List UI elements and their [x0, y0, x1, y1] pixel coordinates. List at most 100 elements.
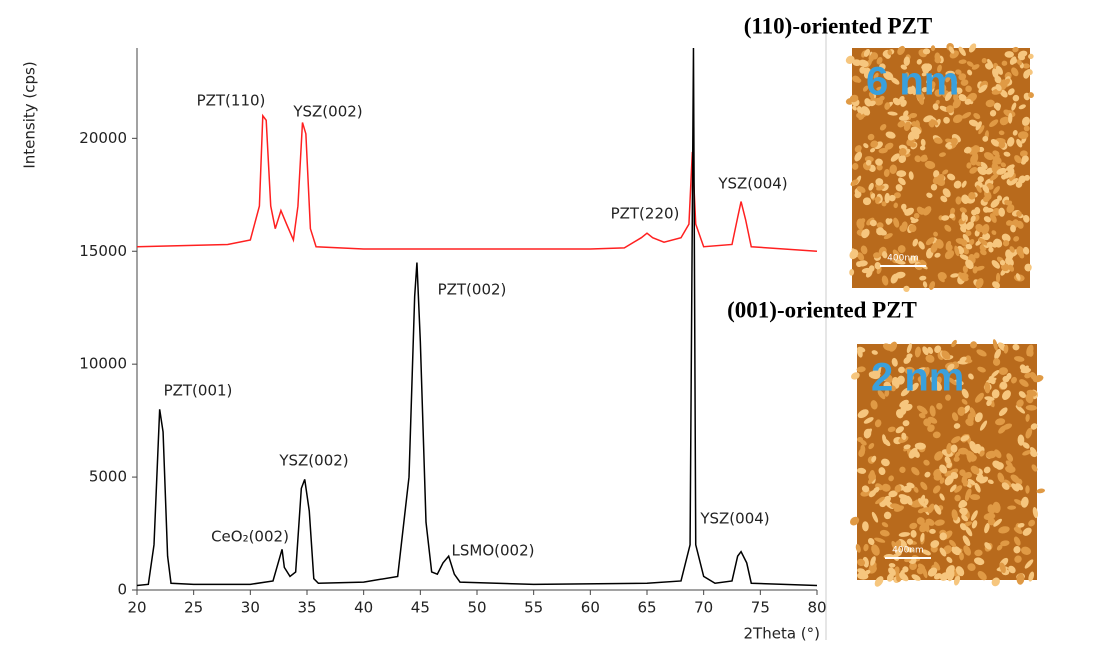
- grain: [920, 156, 928, 162]
- grain: [913, 212, 920, 219]
- grain: [935, 239, 944, 249]
- grain: [879, 529, 890, 537]
- grain: [991, 260, 1001, 269]
- grain: [1014, 155, 1022, 164]
- grain: [854, 151, 863, 162]
- grain: [1015, 180, 1023, 188]
- grain: [944, 249, 955, 260]
- grain: [998, 207, 1006, 217]
- grain: [1016, 399, 1024, 408]
- grain: [1024, 263, 1032, 272]
- grain: [932, 176, 940, 185]
- grain: [1015, 405, 1026, 414]
- grain: [961, 276, 969, 282]
- grain: [954, 494, 961, 502]
- grain: [967, 478, 976, 485]
- grain: [969, 167, 978, 174]
- grain: [959, 552, 964, 561]
- grain: [861, 485, 870, 493]
- grain: [951, 545, 962, 556]
- grain: [898, 115, 910, 121]
- grain: [1025, 413, 1030, 422]
- grain: [1013, 536, 1021, 546]
- grain: [874, 576, 884, 587]
- grain: [1025, 485, 1030, 494]
- grain: [954, 485, 963, 493]
- grain: [888, 563, 896, 568]
- grain: [903, 121, 911, 132]
- grain: [992, 281, 1001, 289]
- grain: [874, 196, 881, 203]
- grain: [945, 243, 953, 252]
- grain: [1000, 540, 1010, 547]
- grain: [934, 56, 942, 64]
- grain: [876, 185, 885, 191]
- grain: [964, 146, 972, 154]
- grain: [976, 349, 987, 357]
- grain: [914, 346, 921, 358]
- grain: [881, 275, 889, 286]
- grain: [967, 563, 976, 571]
- grain: [945, 565, 955, 575]
- grain: [986, 399, 992, 407]
- grain: [945, 70, 955, 77]
- grain: [874, 364, 882, 372]
- grain: [986, 241, 994, 248]
- grain: [965, 221, 975, 231]
- grain: [924, 160, 936, 169]
- grain: [968, 373, 974, 380]
- grain: [938, 276, 945, 283]
- grain: [978, 84, 988, 93]
- grain: [856, 558, 866, 567]
- grain: [942, 188, 951, 198]
- grain: [921, 409, 928, 415]
- grain: [930, 45, 936, 52]
- grain: [970, 341, 977, 349]
- roughness-label: 2 nm: [871, 356, 964, 400]
- grain: [984, 381, 991, 394]
- grain: [941, 350, 951, 360]
- grain: [895, 426, 904, 434]
- grain: [1022, 449, 1032, 456]
- grain: [959, 254, 970, 261]
- grain: [858, 218, 866, 225]
- grain: [1024, 372, 1032, 379]
- grain: [997, 472, 1005, 483]
- grain: [874, 537, 886, 543]
- grain: [945, 394, 952, 401]
- grain: [1009, 56, 1017, 65]
- grain: [1028, 53, 1034, 60]
- grain: [920, 259, 927, 267]
- grain: [939, 547, 947, 557]
- grain: [925, 237, 935, 246]
- grain: [897, 45, 906, 55]
- grain: [886, 218, 893, 225]
- grain: [959, 356, 967, 363]
- scale-label: 400nm: [887, 254, 919, 264]
- grain: [857, 409, 869, 419]
- grain: [916, 567, 925, 575]
- grain: [867, 537, 875, 546]
- x-tick-label: 70: [694, 599, 713, 617]
- grain: [944, 224, 952, 232]
- x-tick-label: 50: [467, 599, 486, 617]
- grain: [976, 185, 982, 193]
- grain: [965, 488, 972, 500]
- grain: [892, 97, 901, 106]
- grain: [950, 444, 958, 453]
- grain: [886, 573, 894, 582]
- grain: [962, 479, 969, 487]
- grain: [950, 471, 959, 479]
- grain: [979, 450, 985, 457]
- grain: [911, 467, 920, 476]
- grain: [950, 137, 958, 145]
- grain: [961, 388, 969, 399]
- grain: [992, 339, 998, 351]
- grain: [858, 59, 869, 68]
- grain: [1019, 150, 1028, 157]
- grain: [849, 249, 859, 260]
- grain: [966, 451, 972, 463]
- grain: [968, 43, 977, 53]
- grain: [906, 538, 914, 545]
